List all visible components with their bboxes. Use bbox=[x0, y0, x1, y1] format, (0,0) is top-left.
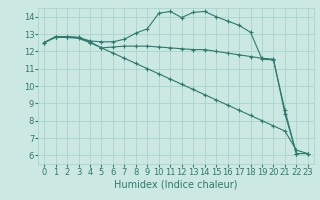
X-axis label: Humidex (Indice chaleur): Humidex (Indice chaleur) bbox=[114, 180, 238, 190]
